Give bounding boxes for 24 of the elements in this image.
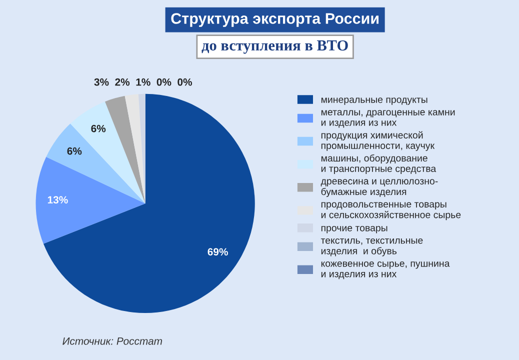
text: 0% [178,78,192,86]
legend-label: древесина и целлюлозно- бумажные изделия [320,179,438,197]
data-label: 2% [115,78,130,86]
chart-title: Структура экспорта России [171,13,379,27]
data-label: 13% [48,196,68,204]
data-label: 3% [94,78,109,86]
pie-slice [46,124,146,204]
legend-label: минеральные продукты [321,98,428,105]
data-label: 69% [208,248,228,256]
chart-subtitle: до вступления в ВТО [202,40,348,54]
pie-slice [36,156,146,244]
pie-slice [43,94,255,314]
text: 0% [156,78,172,86]
data-label: 6% [67,147,82,155]
legend-label: продовольственные товары и сельскохозяйственное сырье [321,202,461,220]
data-label: 6% [91,124,106,132]
pie-slice [138,94,146,204]
data-label: 1% [136,78,150,86]
pie-slice [104,96,146,204]
legend-label: прочие товары [321,226,388,234]
text: Источник: Росстат [62,338,162,345]
legend-label: кожевенное сырье, пушнина и изделия из них [321,261,450,280]
legend-label: текстиль, текстильные изделия и обувь [320,238,423,256]
pie-slice [124,94,146,204]
